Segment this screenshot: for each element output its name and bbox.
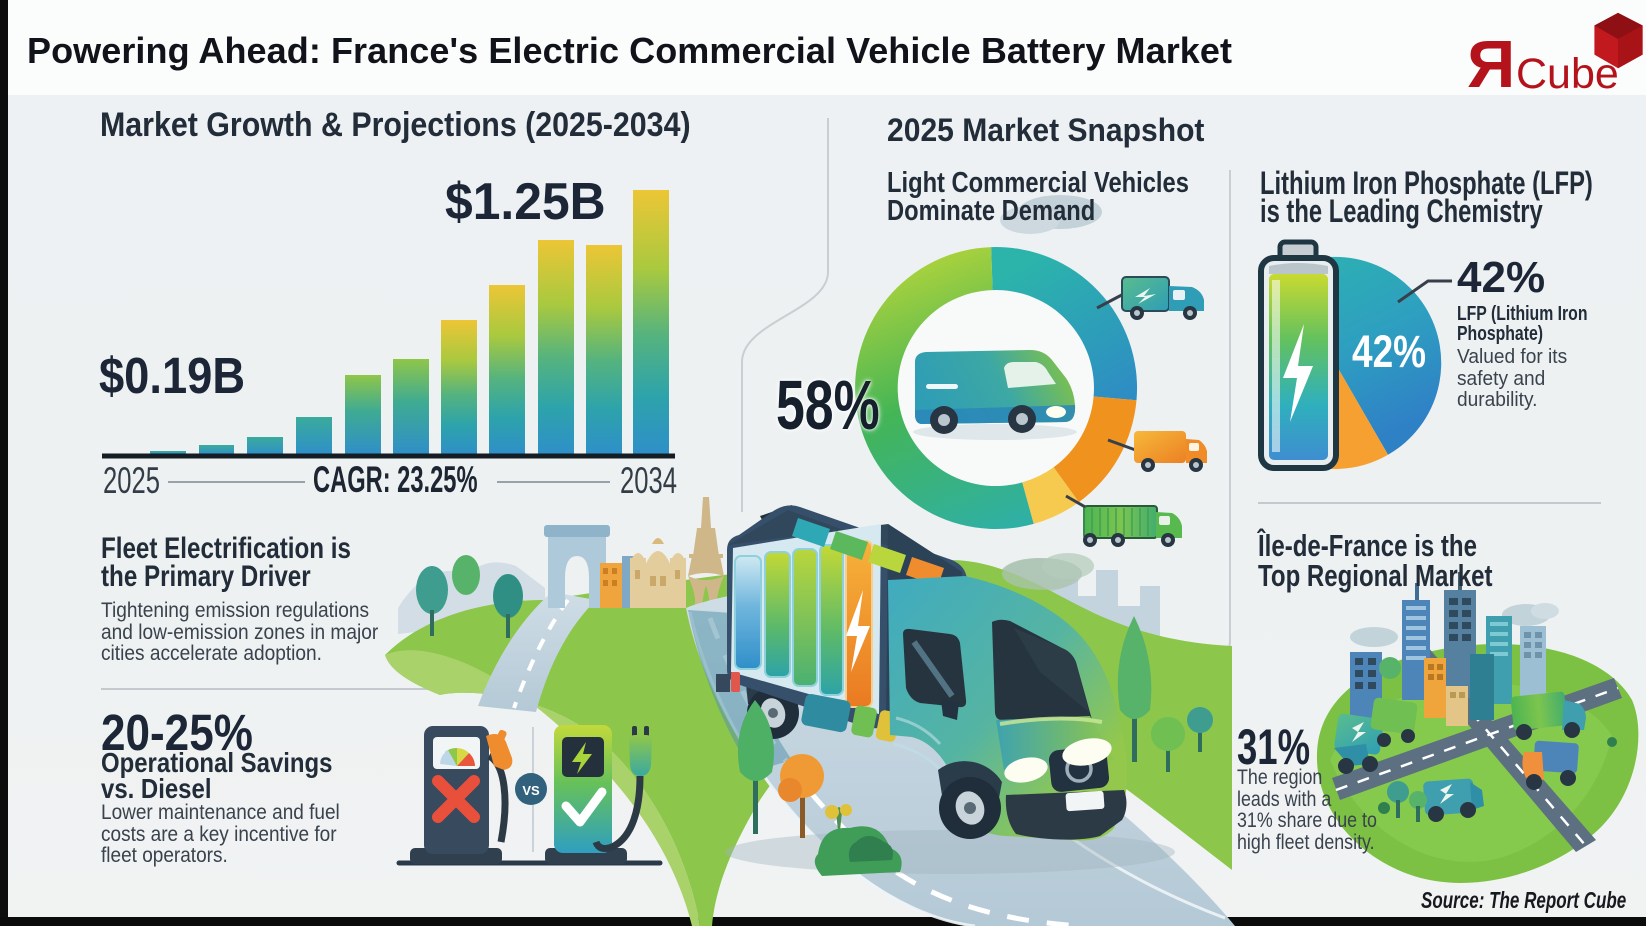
svg-text:VS: VS	[522, 783, 540, 798]
